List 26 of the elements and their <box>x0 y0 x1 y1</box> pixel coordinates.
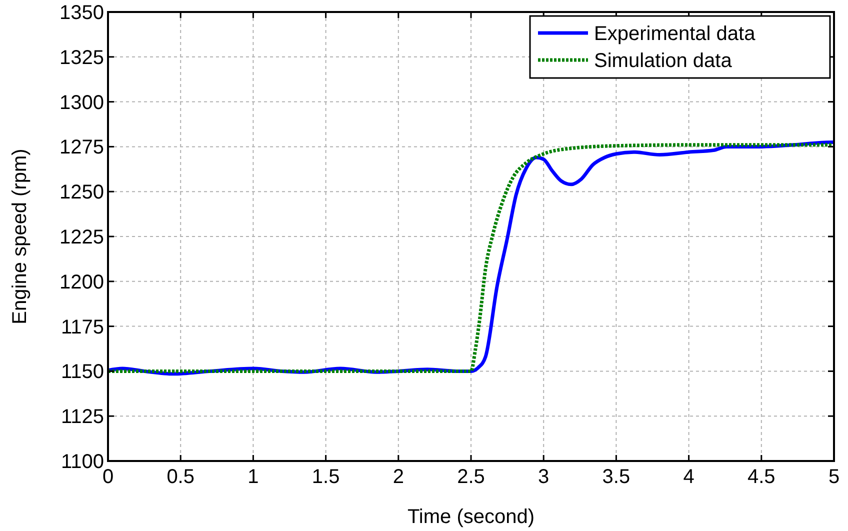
x-tick-label: 3 <box>538 466 550 488</box>
x-axis-title: Time (second) <box>407 506 535 528</box>
x-tick-label: 5 <box>828 466 840 488</box>
y-tick-label: 1175 <box>60 316 104 338</box>
y-tick-label: 1150 <box>60 361 104 384</box>
y-tick-label: 1300 <box>60 92 104 114</box>
y-tick-label: 1225 <box>60 226 104 248</box>
y-tick-label: 1125 <box>60 406 104 428</box>
y-tick-label: 1325 <box>60 46 104 69</box>
y-tick-label: 1350 <box>60 2 104 24</box>
legend-label: Simulation data <box>594 50 733 72</box>
x-tick-label: 0.5 <box>166 466 195 488</box>
x-tick-label: 2 <box>392 466 404 488</box>
legend-label: Experimental data <box>594 23 756 45</box>
x-tick-label: 2.5 <box>457 466 485 488</box>
x-tick-label: 0 <box>102 466 114 488</box>
y-axis-title: Engine speed (rpm) <box>9 148 31 324</box>
x-tick-label: 4.5 <box>747 466 776 488</box>
y-tick-label: 1200 <box>60 271 104 294</box>
x-tick-label: 4 <box>683 466 694 488</box>
y-tick-label: 1250 <box>60 182 104 204</box>
x-tick-label: 1 <box>248 466 259 488</box>
x-tick-label: 1.5 <box>312 466 340 488</box>
y-tick-label: 1275 <box>60 136 104 159</box>
x-tick-label: 3.5 <box>602 466 630 488</box>
y-tick-label: 1100 <box>60 451 104 473</box>
